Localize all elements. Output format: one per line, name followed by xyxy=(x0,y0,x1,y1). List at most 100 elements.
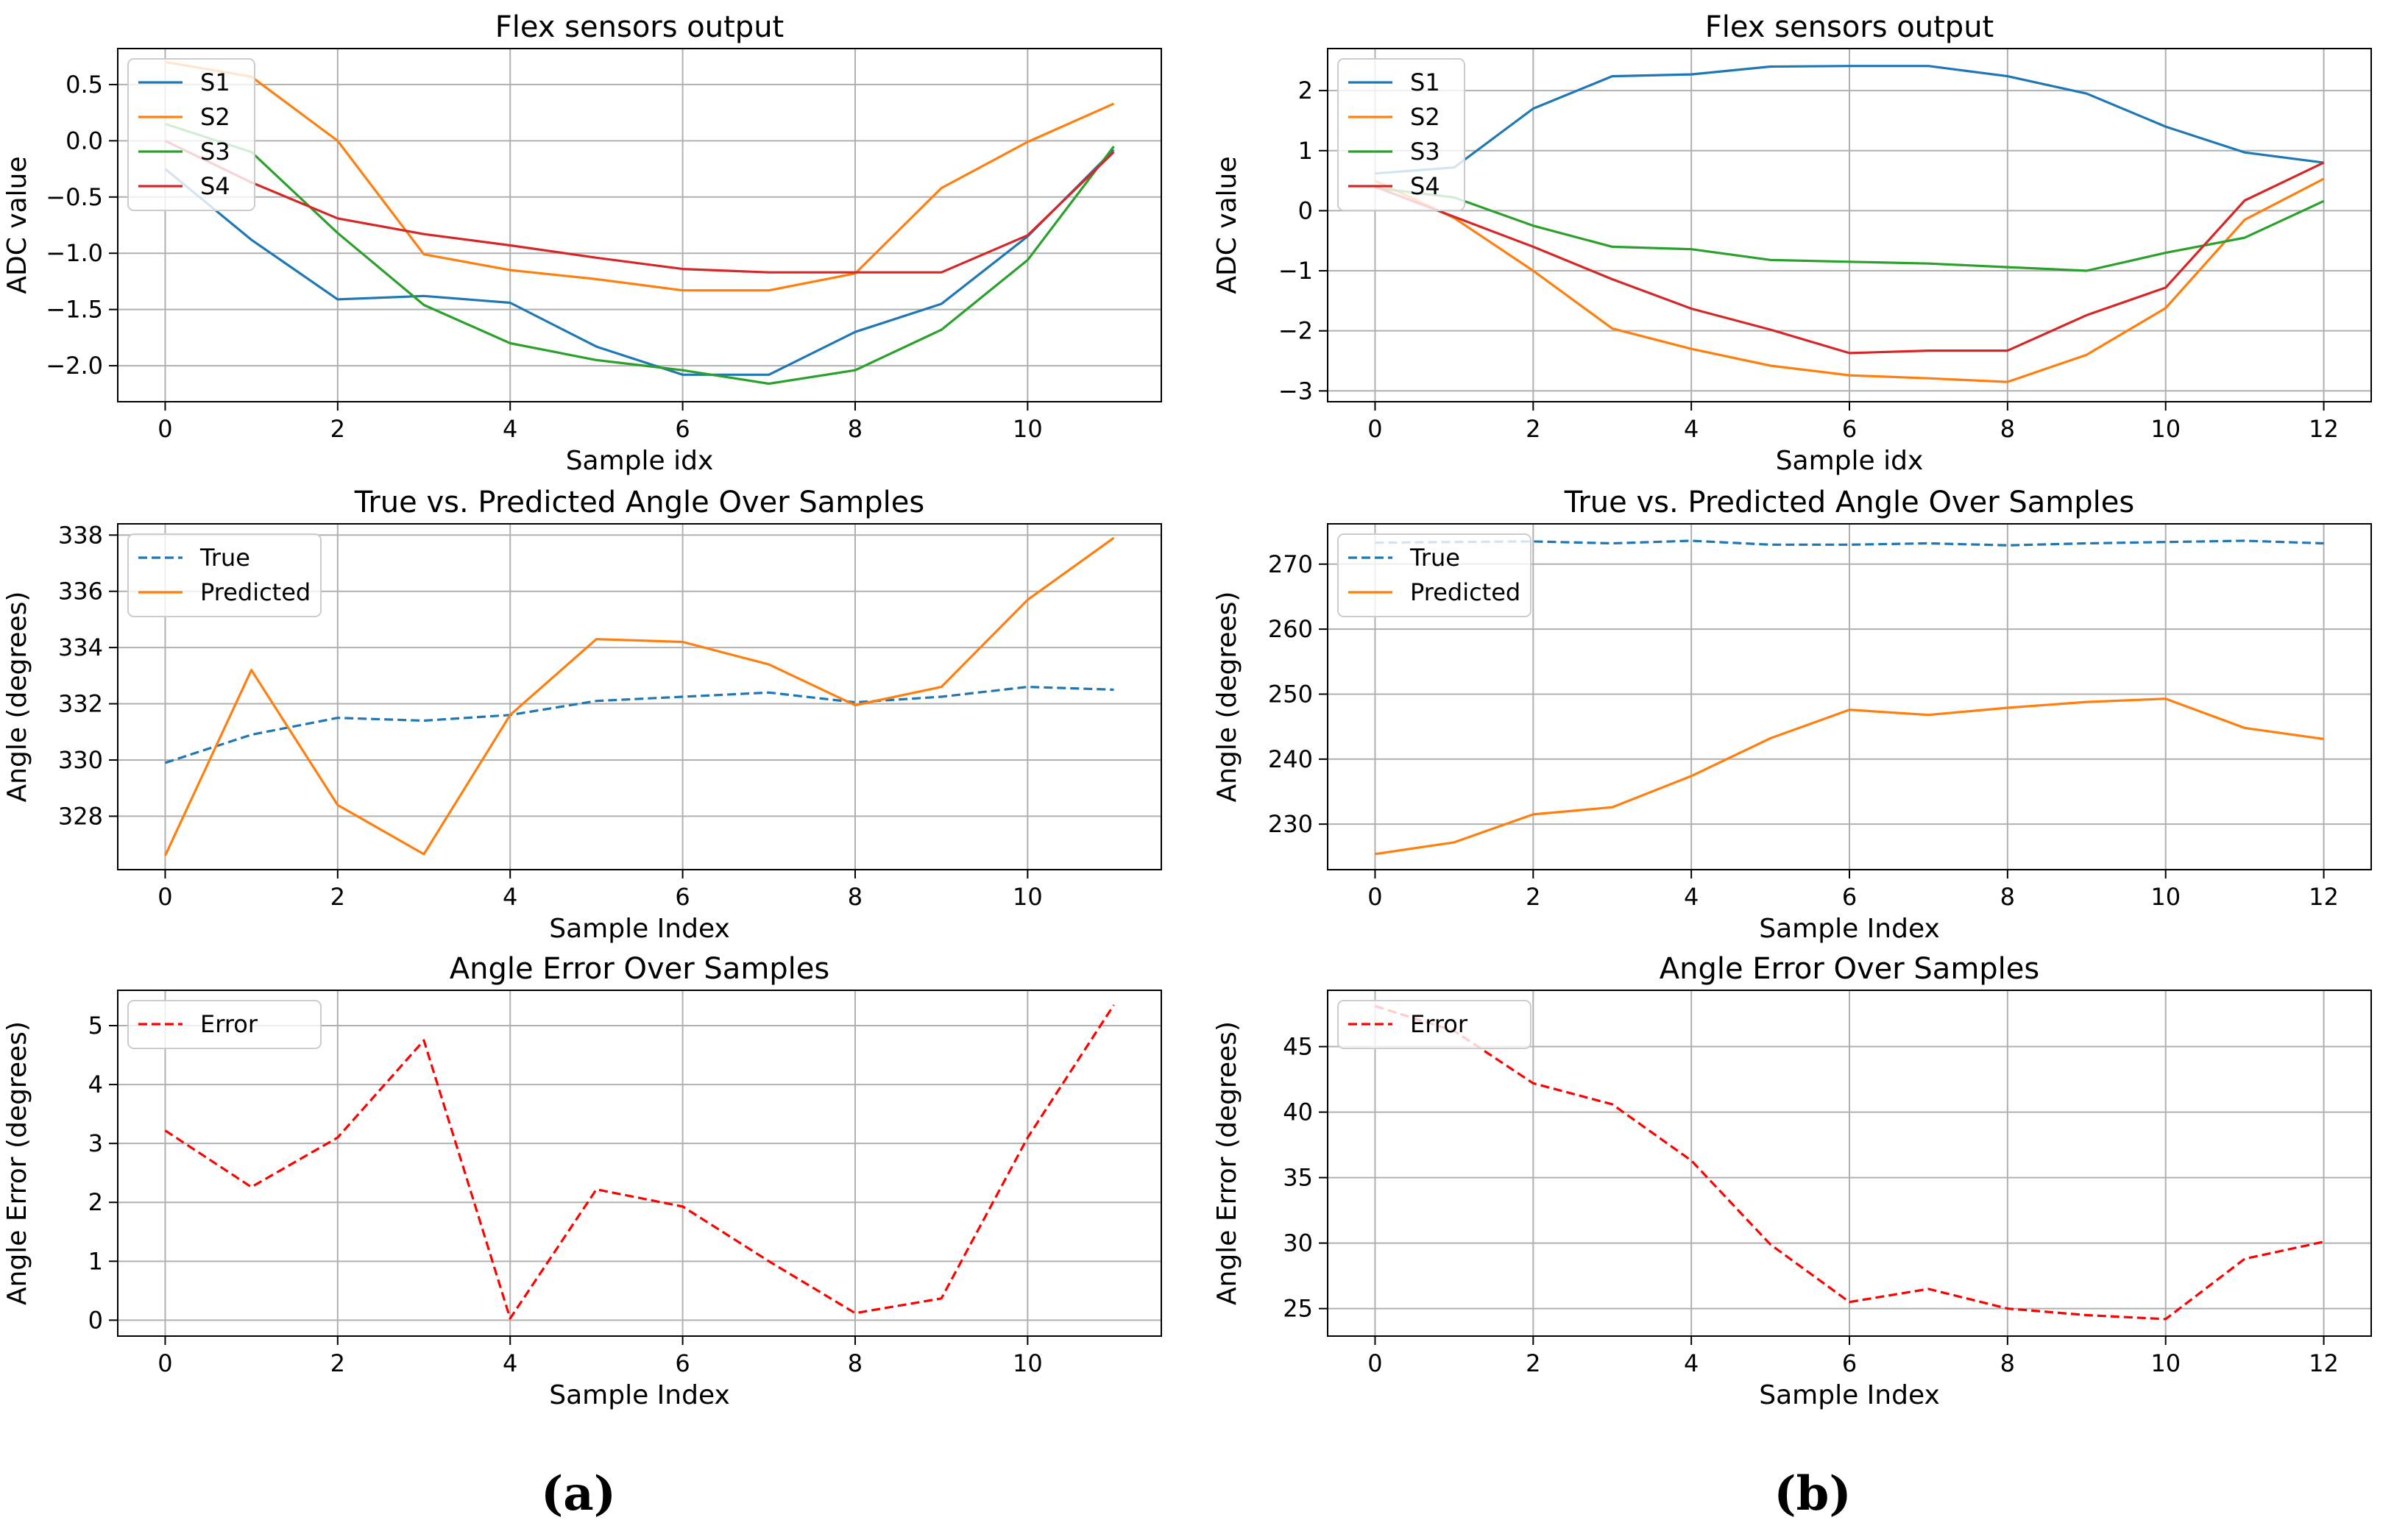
x-axis-label: Sample Index xyxy=(1759,1380,1940,1410)
legend: True Predicted xyxy=(1337,533,1531,617)
chart-title: Angle Error Over Samples xyxy=(450,952,830,986)
x-axis-label: Sample Index xyxy=(1759,914,1940,944)
x-tick-label: 6 xyxy=(675,1349,690,1377)
series-s4-line xyxy=(164,139,1115,274)
series-error-line xyxy=(1375,1004,2324,1321)
legend-box xyxy=(127,58,255,211)
x-tick-label: 6 xyxy=(675,415,690,443)
x-tick-label: 12 xyxy=(2309,883,2339,911)
legend-label-s1: S1 xyxy=(1410,68,1440,96)
legend-label-s4: S4 xyxy=(200,172,230,200)
series-s3-line xyxy=(165,122,1115,386)
series-s4-line xyxy=(1374,161,2325,355)
legend-label-s4: S4 xyxy=(1410,172,1440,200)
legend-label-predicted: Predicted xyxy=(1410,578,1520,606)
series-true-line xyxy=(165,685,1114,764)
legend: Error xyxy=(1337,1000,1531,1049)
chart-title: Flex sensors output xyxy=(495,10,784,44)
y-axis-label: Angle Error (degrees) xyxy=(1212,1021,1242,1305)
x-axis-label: Sample Index xyxy=(549,914,730,944)
y-tick-label: −1 xyxy=(1278,257,1313,285)
x-tick-label: 10 xyxy=(1013,1349,1043,1377)
y-tick-label: 240 xyxy=(1268,745,1313,773)
series-predicted-line xyxy=(164,536,1115,856)
caption-a: (a) xyxy=(541,1466,616,1521)
x-tick-label: 6 xyxy=(1842,883,1857,911)
x-tick-label: 8 xyxy=(848,1349,863,1377)
x-tick-label: 8 xyxy=(848,883,863,911)
series-error-line xyxy=(164,1004,1115,1320)
series-s2-line xyxy=(1374,177,2325,383)
legend-label-error: Error xyxy=(1410,1010,1468,1038)
x-tick-label: 2 xyxy=(1526,883,1540,911)
y-tick-label: −0.5 xyxy=(46,183,103,211)
y-tick-label: −2.0 xyxy=(46,352,103,380)
chart-a-angle: 0 2 4 6 8 10 338 336 334 332 330 328 True vs. Predic… xyxy=(2,486,1162,944)
y-tick-label: −3 xyxy=(1278,377,1313,405)
x-tick-label: 4 xyxy=(1684,415,1699,443)
x-tick-label: 6 xyxy=(675,883,690,911)
x-tick-label: 2 xyxy=(1526,415,1540,443)
chart-title: Angle Error Over Samples xyxy=(1660,952,2040,986)
y-tick-label: 30 xyxy=(1283,1229,1313,1257)
x-tick-label: 0 xyxy=(1367,415,1382,443)
y-tick-label: 25 xyxy=(1283,1295,1313,1323)
chart-b-angle: 0 2 4 6 8 10 12 270 260 250 240 230 True vs. Predict… xyxy=(1212,486,2372,944)
y-tick-label: 5 xyxy=(88,1012,103,1040)
y-tick-label: 334 xyxy=(58,633,103,661)
y-tick-label: 270 xyxy=(1268,550,1313,578)
legend-box xyxy=(1337,533,1531,617)
plot-frame xyxy=(117,990,1162,1337)
y-tick-label: 336 xyxy=(58,578,103,606)
x-tick-label: 0 xyxy=(1367,1349,1382,1377)
x-tick-label: 4 xyxy=(503,883,517,911)
legend-box xyxy=(1337,1000,1531,1049)
plot-frame xyxy=(117,523,1162,870)
x-tick-label: 8 xyxy=(2000,1349,2015,1377)
legend-label-error: Error xyxy=(200,1010,258,1038)
y-tick-label: −2 xyxy=(1278,317,1313,345)
x-tick-label: 6 xyxy=(1842,1349,1857,1377)
series-s1-line xyxy=(1375,65,2324,175)
y-tick-label: 250 xyxy=(1268,680,1313,708)
legend-label-true: True xyxy=(199,544,250,572)
x-tick-label: 12 xyxy=(2309,1349,2339,1377)
chart-b-error: 0 2 4 6 8 10 12 45 40 35 30 25 Angle Error Over Samp… xyxy=(1212,952,2372,1410)
series-s3-line xyxy=(1375,186,2325,272)
legend-label-s3: S3 xyxy=(1410,138,1440,166)
x-tick-label: 4 xyxy=(1684,1349,1699,1377)
x-tick-label: 0 xyxy=(1367,883,1382,911)
y-tick-label: 45 xyxy=(1283,1033,1313,1061)
y-tick-label: 2 xyxy=(88,1188,103,1216)
y-tick-label: −1.0 xyxy=(46,239,103,267)
legend-label-predicted: Predicted xyxy=(200,578,311,606)
chart-title: Flex sensors output xyxy=(1705,10,1994,44)
x-tick-label: 2 xyxy=(330,415,345,443)
y-tick-label: 2 xyxy=(1298,77,1313,104)
x-tick-label: 8 xyxy=(2000,883,2015,911)
legend-box xyxy=(127,533,322,617)
y-tick-label: 260 xyxy=(1268,615,1313,643)
caption-b: (b) xyxy=(1774,1466,1851,1521)
y-tick-label: 3 xyxy=(88,1129,103,1157)
x-tick-label: 2 xyxy=(330,883,345,911)
series-predicted-line xyxy=(1375,697,2324,856)
legend: True Predicted xyxy=(127,533,322,617)
series-s2-line xyxy=(165,60,1115,292)
x-tick-label: 4 xyxy=(503,1349,517,1377)
x-axis-label: Sample idx xyxy=(566,446,714,476)
x-tick-label: 4 xyxy=(1684,883,1699,911)
x-tick-label: 6 xyxy=(1842,415,1857,443)
legend-label-s2: S2 xyxy=(200,103,230,131)
legend: S1 S2 S3 S4 xyxy=(1337,58,1465,211)
plot-frame xyxy=(117,48,1162,402)
series-s1-line xyxy=(164,149,1115,376)
x-tick-label: 0 xyxy=(157,883,172,911)
chart-title: True vs. Predicted Angle Over Samples xyxy=(1564,486,2134,519)
y-axis-label: ADC value xyxy=(2,156,32,294)
y-tick-label: 1 xyxy=(1298,137,1313,165)
x-tick-label: 10 xyxy=(1013,883,1043,911)
